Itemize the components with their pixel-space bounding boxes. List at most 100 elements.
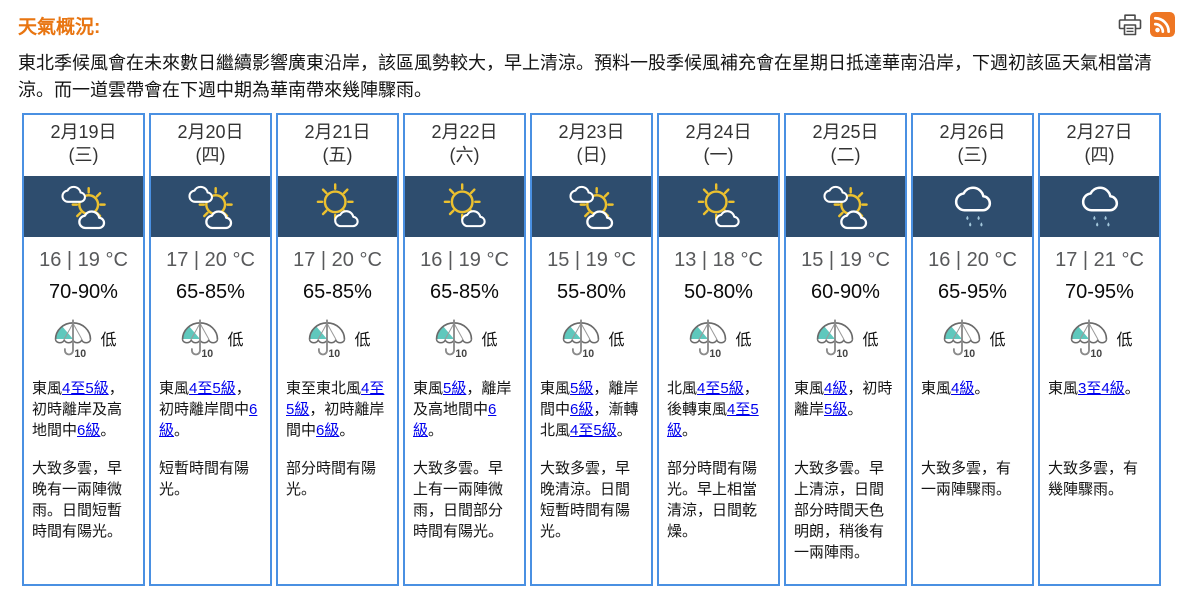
card-date: 2月27日 [1066, 122, 1133, 142]
psr-row: 10 低 [151, 314, 270, 362]
forecast-day-card: 2月27日 (四) [1038, 113, 1161, 586]
wind-speed-link[interactable]: 6級 [159, 401, 258, 439]
wind-speed-link[interactable]: 6級 [316, 422, 340, 439]
card-weekday: (一) [703, 145, 734, 165]
weather-icon-banner [1040, 176, 1159, 237]
psr-row: 10 低 [278, 314, 397, 362]
svg-text:10: 10 [583, 347, 595, 359]
weather-icon-banner [405, 176, 524, 237]
card-weekday: (三) [957, 145, 988, 165]
sun-between-clouds-icon [187, 185, 233, 230]
wind-speed-link[interactable]: 4至5級 [570, 422, 617, 439]
svg-text:10: 10 [456, 347, 468, 359]
wind-forecast: 東風5級，離岸間中6級，漸轉北風4至5級。 [540, 380, 639, 439]
temperature-range: 17 | 20 °C [293, 249, 382, 271]
temperature-range: 13 | 18 °C [674, 249, 763, 271]
print-button[interactable] [1117, 12, 1143, 37]
sun-between-clouds-icon [568, 185, 614, 230]
psr-umbrella-icon: 10 [182, 318, 219, 359]
psr-umbrella-icon: 10 [817, 318, 854, 359]
wind-speed-link[interactable]: 4級 [824, 380, 848, 397]
card-date: 2月25日 [812, 122, 879, 142]
nine-day-forecast-cards: 2月19日 (三) [22, 113, 1176, 586]
wind-speed-link[interactable]: 4至5級 [667, 401, 759, 439]
humidity-range: 60-90% [811, 281, 880, 303]
card-weekday: (三) [68, 145, 99, 165]
psr-row: 10 低 [786, 314, 905, 362]
card-date: 2月21日 [304, 122, 371, 142]
card-date-header: 2月19日 (三) [24, 115, 143, 176]
wind-speed-link[interactable]: 5級 [570, 380, 594, 397]
card-weekday: (六) [449, 145, 480, 165]
temperature-range: 17 | 20 °C [166, 249, 255, 271]
psr-level-label: 低 [227, 332, 244, 349]
psr-level-label: 低 [354, 332, 371, 349]
wind-speed-link[interactable]: 3至4級 [1078, 380, 1125, 397]
wind-speed-link[interactable]: 5級 [443, 380, 467, 397]
weather-icon-banner [278, 176, 397, 237]
psr-level-label: 低 [1116, 332, 1133, 349]
wind-speed-link[interactable]: 4至5級 [62, 380, 109, 397]
temperature-range: 15 | 19 °C [547, 249, 636, 271]
psr-umbrella-icon: 10 [436, 318, 473, 359]
wind-speed-link[interactable]: 4至5級 [189, 380, 236, 397]
wind-forecast: 北風4至5級，後轉東風4至5級。 [667, 380, 759, 439]
wind-forecast: 東風3至4級。 [1048, 380, 1140, 397]
forecast-day-card: 2月26日 (三) [911, 113, 1034, 586]
wind-speed-link[interactable]: 4至5級 [286, 380, 385, 418]
page-title: 天氣概況: [18, 17, 101, 38]
weather-icon-banner [913, 176, 1032, 237]
wind-forecast: 東風5級，離岸及高地間中6級。 [413, 380, 512, 439]
sun-with-cloud-icon [316, 183, 359, 228]
psr-row: 10 低 [532, 314, 651, 362]
forecast-day-card: 2月22日 (六) [403, 113, 526, 586]
printer-icon [1118, 13, 1142, 35]
card-date-header: 2月27日 (四) [1040, 115, 1159, 176]
header-icons [1117, 12, 1176, 37]
psr-umbrella-icon: 10 [944, 318, 981, 359]
wind-speed-link[interactable]: 4至5級 [697, 380, 744, 397]
humidity-range: 65-85% [430, 281, 499, 303]
forecast-day-card: 2月25日 (二) [784, 113, 907, 586]
rss-button[interactable] [1150, 12, 1176, 37]
sun-with-cloud-icon [443, 183, 486, 228]
weather-forecast: 大致多雲。早上有一兩陣微雨，日間部分時間有陽光。 [413, 460, 504, 540]
wind-forecast: 東風4級。 [921, 380, 990, 397]
card-date-header: 2月21日 (五) [278, 115, 397, 176]
psr-umbrella-icon: 10 [55, 318, 92, 359]
weather-forecast: 短暫時間有陽光。 [159, 460, 250, 498]
wind-speed-link[interactable]: 6級 [570, 401, 594, 418]
psr-row: 10 低 [405, 314, 524, 362]
wind-forecast: 東至東北風4至5級，初時離岸間中6級。 [286, 380, 385, 439]
humidity-range: 65-85% [303, 281, 372, 303]
humidity-range: 70-90% [49, 281, 118, 303]
wind-speed-link[interactable]: 5級 [824, 401, 848, 418]
psr-level-label: 低 [608, 332, 625, 349]
svg-text:10: 10 [1091, 347, 1103, 359]
rss-icon [1150, 12, 1175, 37]
weather-forecast: 部分時間有陽光。早上相當清涼，日間乾燥。 [667, 460, 758, 540]
sun-with-cloud-icon [697, 183, 740, 228]
card-weekday: (四) [195, 145, 226, 165]
temperature-range: 15 | 19 °C [801, 249, 890, 271]
wind-speed-link[interactable]: 6級 [413, 401, 497, 439]
card-weekday: (四) [1084, 145, 1115, 165]
card-date: 2月24日 [685, 122, 752, 142]
card-date: 2月22日 [431, 122, 498, 142]
weather-icon-banner [24, 176, 143, 237]
card-date: 2月20日 [177, 122, 244, 142]
weather-icon-banner [786, 176, 905, 237]
card-weekday: (五) [322, 145, 353, 165]
forecast-day-card: 2月20日 (四) [149, 113, 272, 586]
weather-forecast: 部分時間有陽光。 [286, 460, 377, 498]
svg-text:10: 10 [710, 347, 722, 359]
psr-level-label: 低 [735, 332, 752, 349]
svg-text:10: 10 [964, 347, 976, 359]
svg-text:10: 10 [75, 347, 87, 359]
wind-speed-link[interactable]: 6級 [77, 422, 101, 439]
card-date-header: 2月24日 (一) [659, 115, 778, 176]
page-header: 天氣概況: [18, 10, 1176, 39]
psr-row: 10 低 [913, 314, 1032, 362]
psr-umbrella-icon: 10 [1071, 318, 1108, 359]
wind-speed-link[interactable]: 4級 [951, 380, 975, 397]
